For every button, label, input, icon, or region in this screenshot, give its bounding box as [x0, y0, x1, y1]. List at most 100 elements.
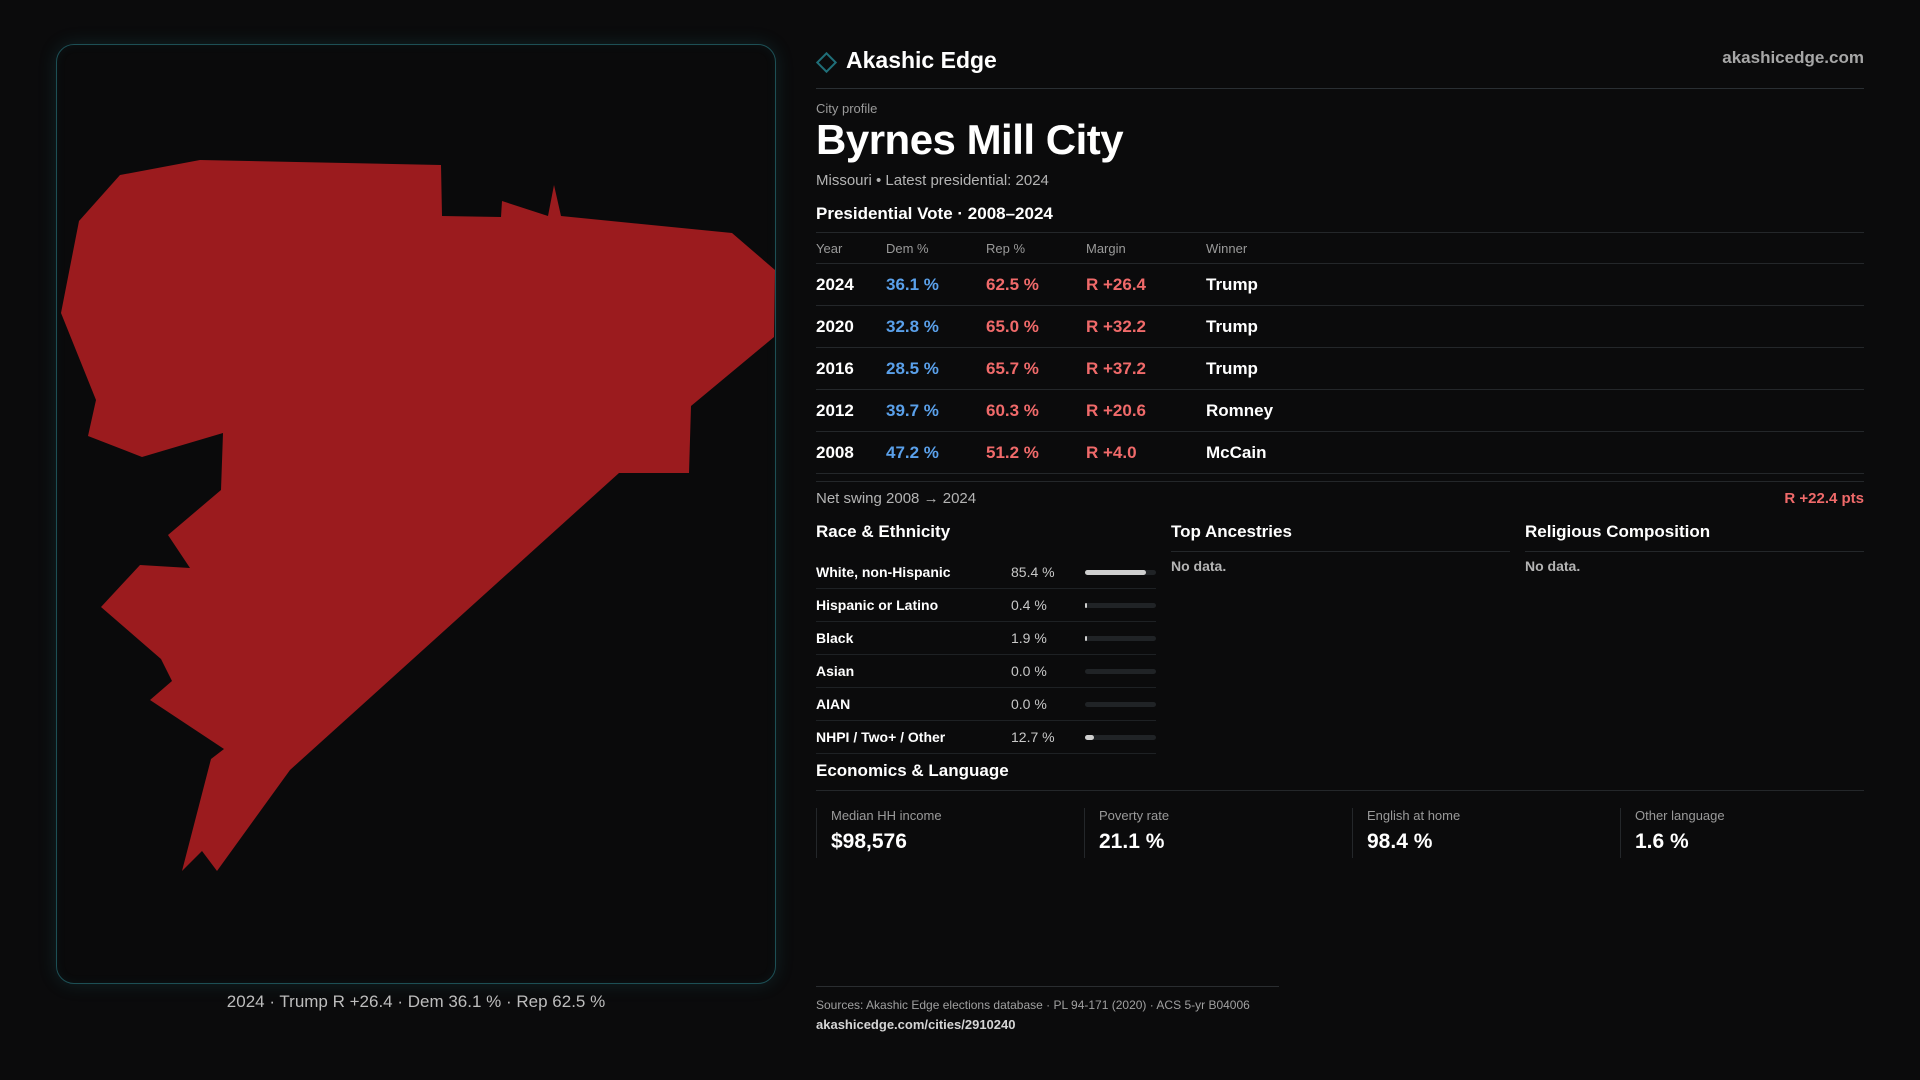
vote-table: Year Dem % Rep % Margin Winner 2024 36.1… — [816, 232, 1864, 474]
cell-margin: R +20.6 — [1086, 389, 1206, 432]
list-item: Asian 0.0 % — [816, 655, 1156, 688]
race-percent: 0.4 % — [1011, 597, 1047, 613]
table-row: 2012 39.7 % 60.3 % R +20.6 Romney — [816, 389, 1864, 432]
footer-divider — [816, 986, 1279, 987]
ancestries-section-title: Top Ancestries — [1171, 522, 1292, 541]
race-percent: 0.0 % — [1011, 696, 1047, 712]
cell-dem: 32.8 % — [886, 305, 986, 348]
race-bar-track — [1085, 735, 1156, 740]
race-percent: 12.7 % — [1011, 729, 1055, 745]
cell-winner: Romney — [1206, 389, 1864, 432]
header-margin: Margin — [1086, 232, 1206, 264]
econ-divider — [816, 790, 1864, 791]
table-row: 2020 32.8 % 65.0 % R +32.2 Trump — [816, 305, 1864, 348]
cell-year: 2024 — [816, 263, 886, 306]
race-list: White, non-Hispanic 85.4 % Hispanic or L… — [816, 556, 1156, 754]
cell-rep: 51.2 % — [986, 431, 1086, 474]
econ-value: 21.1 % — [1099, 830, 1165, 853]
map-caption: 2024 · Trump R +26.4 · Dem 36.1 % · Rep … — [226, 992, 606, 1011]
cell-winner: McCain — [1206, 431, 1864, 474]
header-divider — [816, 88, 1864, 89]
race-label: Black — [816, 630, 854, 646]
cell-year: 2012 — [816, 389, 886, 432]
cell-dem: 39.7 % — [886, 389, 986, 432]
page-subtitle: Missouri • Latest presidential: 2024 — [816, 172, 1049, 189]
list-item: Hispanic or Latino 0.4 % — [816, 589, 1156, 622]
list-item: White, non-Hispanic 85.4 % — [816, 556, 1156, 589]
cell-dem: 36.1 % — [886, 263, 986, 306]
swing-divider — [816, 481, 1864, 482]
cell-winner: Trump — [1206, 263, 1864, 306]
race-label: Hispanic or Latino — [816, 597, 939, 613]
diamond-logo-icon — [815, 51, 838, 73]
page-eyebrow: City profile — [816, 101, 878, 116]
city-boundary-shape — [61, 160, 775, 871]
ancestries-empty: No data. — [1171, 558, 1227, 574]
vote-section-title: Presidential Vote · 2008–2024 — [816, 204, 1053, 223]
table-row: 2016 28.5 % 65.7 % R +37.2 Trump — [816, 347, 1864, 390]
race-label: AIAN — [816, 696, 851, 712]
race-section-title: Race & Ethnicity — [816, 522, 951, 541]
religion-divider — [1525, 551, 1864, 552]
cell-rep: 60.3 % — [986, 389, 1086, 432]
race-percent: 0.0 % — [1011, 663, 1047, 679]
site-link[interactable]: akashicedge.com — [1722, 48, 1864, 67]
net-swing-label: Net swing 2008 → 2024 — [816, 490, 977, 507]
econ-value: $98,576 — [831, 830, 907, 853]
race-percent: 1.9 % — [1011, 630, 1047, 646]
race-bar-fill — [1085, 603, 1087, 608]
race-bar-track — [1085, 603, 1156, 608]
race-bar-fill — [1085, 570, 1146, 575]
cell-margin: R +37.2 — [1086, 347, 1206, 390]
header-dem: Dem % — [886, 232, 986, 264]
race-bar-fill — [1085, 735, 1095, 740]
vote-table-header: Year Dem % Rep % Margin Winner — [816, 232, 1864, 264]
religion-section-title: Religious Composition — [1525, 522, 1711, 541]
list-item: AIAN 0.0 % — [816, 688, 1156, 721]
cell-rep: 65.7 % — [986, 347, 1086, 390]
ancestries-divider — [1171, 551, 1510, 552]
cell-winner: Trump — [1206, 347, 1864, 390]
cell-year: 2020 — [816, 305, 886, 348]
race-bar-track — [1085, 636, 1156, 641]
footer-url[interactable]: akashicedge.com/cities/2910240 — [816, 1017, 1016, 1032]
econ-label: English at home — [1367, 808, 1461, 823]
page-title: Byrnes Mill City — [816, 116, 1124, 163]
race-label: NHPI / Two+ / Other — [816, 729, 946, 745]
race-label: White, non-Hispanic — [816, 564, 951, 580]
cell-margin: R +4.0 — [1086, 431, 1206, 474]
econ-poverty-rate: Poverty rate 21.1 % — [1084, 808, 1169, 858]
econ-label: Other language — [1635, 808, 1725, 823]
table-row: 2008 47.2 % 51.2 % R +4.0 McCain — [816, 431, 1864, 474]
race-label: Asian — [816, 663, 855, 679]
cell-margin: R +32.2 — [1086, 305, 1206, 348]
table-row: 2024 36.1 % 62.5 % R +26.4 Trump — [816, 263, 1864, 306]
race-bar-fill — [1085, 636, 1087, 641]
religion-empty: No data. — [1525, 558, 1581, 574]
header-winner: Winner — [1206, 232, 1864, 264]
econ-value: 98.4 % — [1367, 830, 1433, 853]
econ-median-income: Median HH income $98,576 — [816, 808, 942, 858]
city-boundary-map — [61, 160, 775, 871]
list-item: NHPI / Two+ / Other 12.7 % — [816, 721, 1156, 754]
econ-other-language: Other language 1.6 % — [1620, 808, 1725, 858]
cell-margin: R +26.4 — [1086, 263, 1206, 306]
race-bar-track — [1085, 669, 1156, 674]
econ-label: Poverty rate — [1099, 808, 1170, 823]
brand[interactable]: Akashic Edge — [815, 44, 997, 76]
brand-name: Akashic Edge — [846, 46, 997, 73]
econ-english-at-home: English at home 98.4 % — [1352, 808, 1460, 858]
map-panel — [56, 44, 776, 984]
race-bar-track — [1085, 570, 1156, 575]
econ-section-title: Economics & Language — [816, 761, 1009, 780]
header-year: Year — [816, 232, 886, 264]
list-item: Black 1.9 % — [816, 622, 1156, 655]
cell-dem: 47.2 % — [886, 431, 986, 474]
cell-winner: Trump — [1206, 305, 1864, 348]
header-rep: Rep % — [986, 232, 1086, 264]
net-swing-value: R +22.4 pts — [1784, 490, 1864, 507]
econ-label: Median HH income — [831, 808, 942, 823]
race-bar-track — [1085, 702, 1156, 707]
race-percent: 85.4 % — [1011, 564, 1055, 580]
cell-dem: 28.5 % — [886, 347, 986, 390]
